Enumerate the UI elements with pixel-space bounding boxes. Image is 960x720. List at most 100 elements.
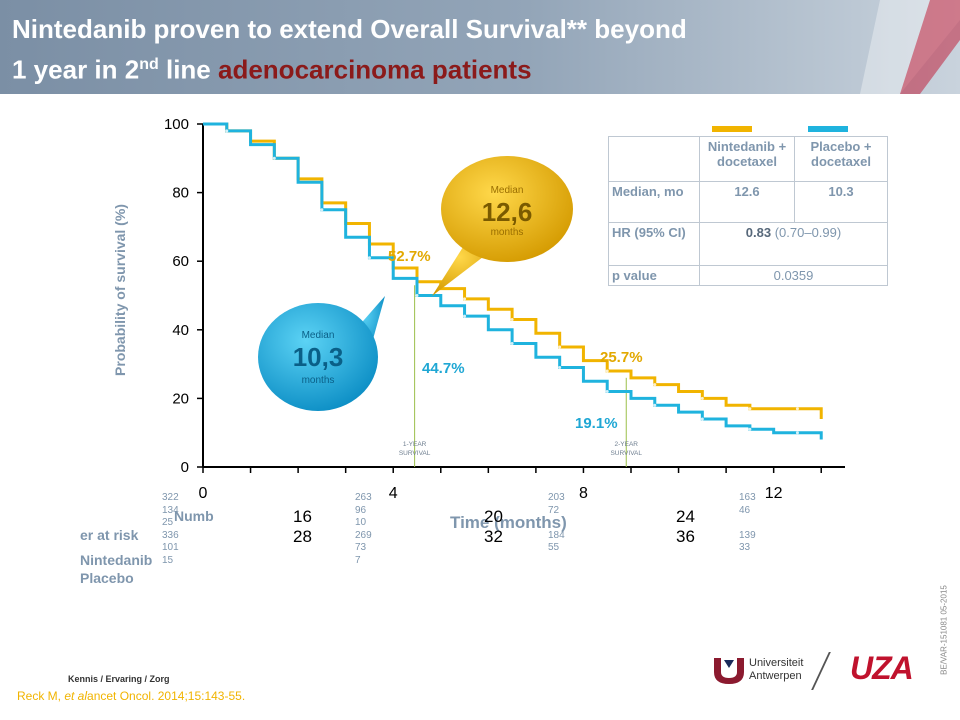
x-tick-label: 8 [579, 485, 588, 502]
censor-mark [605, 369, 609, 373]
risk-label-2: er at risk [80, 527, 139, 543]
uni-line-1: Universiteit [749, 657, 804, 669]
censor-mark [653, 383, 657, 387]
risk-label-placebo: Placebo [80, 570, 134, 586]
censor-mark [225, 129, 229, 133]
risk-big-cell: 20 [484, 507, 503, 526]
censor-mark [558, 366, 562, 370]
citation-part: ancet Oncol [87, 689, 152, 703]
risk-cell: 139 [739, 529, 756, 541]
chart-axes: 0 20 40 60 80 100 0 4 8 12 [164, 116, 845, 502]
tagline: Kennis / Ervaring / Zorg [68, 674, 170, 684]
title-line-2a: 1 year in 2 [12, 54, 140, 85]
table-median-ninte: 12.6 [699, 181, 795, 223]
header-banner: Nintedanib proven to extend Overall Surv… [0, 0, 960, 94]
survival-markers: 1-YEAR SURVIVAL 2-YEAR SURVIVAL [399, 285, 642, 467]
citation: Reck M, et alancet Oncol. 2014;15:143-55… [17, 689, 245, 703]
y-tick-label: 40 [172, 322, 189, 339]
table-hr-ci: (0.70–0.99) [771, 225, 842, 240]
x-tick-label: 12 [765, 485, 783, 502]
title-sup: nd [139, 56, 159, 73]
title-highlight: adenocarcinoma patients [218, 54, 532, 85]
legend-ninte-swatch [712, 126, 752, 132]
risk-cell: 15 [162, 554, 174, 566]
citation-part: . 2014;15:143-55. [151, 689, 246, 703]
title-line-2b: line [158, 54, 218, 85]
page-title: Nintedanib proven to extend Overall Surv… [12, 12, 687, 88]
risk-cell: 134 [162, 504, 179, 516]
risk-cell: 101 [162, 542, 179, 554]
risk-cell: 46 [739, 504, 751, 516]
risk-big-cell: 28 [293, 527, 312, 546]
table-row-median: Median, mo [608, 181, 700, 223]
x-axis-label: Time (months) [450, 513, 567, 532]
callout-ninte-unit: months [491, 227, 524, 238]
y-tick-label: 60 [172, 253, 189, 270]
censor-mark [320, 208, 324, 212]
censor-mark [700, 417, 704, 421]
table-corner [608, 136, 700, 182]
censor-mark [653, 403, 657, 407]
uni-line-2: Antwerpen [749, 670, 802, 682]
document-code: BE/VAR-151081 05-2015 [939, 585, 949, 675]
placebo-1yr-label: 44.7% [422, 360, 465, 377]
chart-annotations: 52.7%44.7%25.7%19.1%Median12,6monthsMedi… [258, 156, 643, 432]
censor-mark [463, 314, 467, 318]
series-line-nintedanib [203, 122, 823, 419]
risk-cell: 184 [548, 529, 565, 541]
y-tick-label: 20 [172, 390, 189, 407]
risk-cell [739, 517, 756, 530]
callout-ninte-label: Median [491, 185, 524, 196]
risk-big-cell: 16 [293, 507, 312, 526]
callout-ninte-bubble [441, 156, 573, 262]
table-hr-value: 0.83 (0.70–0.99) [699, 222, 888, 266]
risk-cell [548, 517, 565, 530]
censor-mark [748, 407, 752, 411]
risk-cell: 72 [548, 504, 560, 516]
risk-cell: 163 [739, 492, 756, 503]
table-median-placebo: 10.3 [794, 181, 888, 223]
table-pvalue: 0.0359 [699, 265, 888, 286]
risk-col-12: 163 46 139 33 [739, 492, 756, 555]
risk-label-1: Numb [174, 508, 214, 524]
x-tick-label: 4 [389, 485, 398, 502]
y-tick-label: 0 [181, 459, 189, 476]
y-tick-label: 80 [172, 185, 189, 202]
table-row-pvalue: p value [608, 265, 700, 286]
risk-cell: 25 [162, 517, 174, 529]
callout-placebo-unit: months [302, 375, 335, 386]
risk-label-ninte: Nintedanib [80, 552, 153, 568]
risk-cell: 33 [739, 542, 751, 554]
table-col-ninte: Nintedanib + docetaxel [699, 136, 795, 182]
callout-placebo-bubble [258, 303, 378, 411]
university-name: Universiteit Antwerpen [749, 657, 803, 683]
risk-cell: 322 [162, 492, 179, 503]
ninte-2yr-label: 25.7% [600, 349, 643, 366]
table-hr-bold: 0.83 [745, 225, 772, 240]
risk-big-2: 20 32 [484, 507, 503, 547]
risk-cell: 263 [355, 492, 372, 503]
censor-mark [748, 427, 752, 431]
risk-cell: 269 [355, 529, 372, 541]
censor-mark [700, 396, 704, 400]
risk-big-1: 16 28 [293, 507, 312, 547]
risk-big-cell: 36 [676, 527, 695, 546]
uza-logo: UZA [850, 650, 914, 686]
risk-col-8: 203 72 184 55 [548, 492, 565, 555]
censor-mark [605, 390, 609, 394]
risk-cell: 7 [355, 554, 361, 566]
censor-mark [510, 318, 514, 322]
one-year-label: SURVIVAL [399, 450, 431, 457]
x-tick-label: 0 [199, 485, 208, 502]
ninte-1yr-label: 52.7% [388, 248, 431, 265]
table-col-placebo: Placebo + docetaxel [794, 136, 888, 182]
two-year-label: 2-YEAR [615, 441, 639, 448]
university-logo-icon [714, 658, 744, 684]
risk-big-cell: 24 [676, 507, 695, 526]
risk-cell: 55 [548, 542, 560, 554]
risk-big-cell: 32 [484, 527, 503, 546]
results-table: Nintedanib + docetaxel Placebo + docetax… [608, 136, 888, 286]
censor-mark [510, 342, 514, 346]
callout-placebo-value: 10,3 [293, 342, 344, 372]
